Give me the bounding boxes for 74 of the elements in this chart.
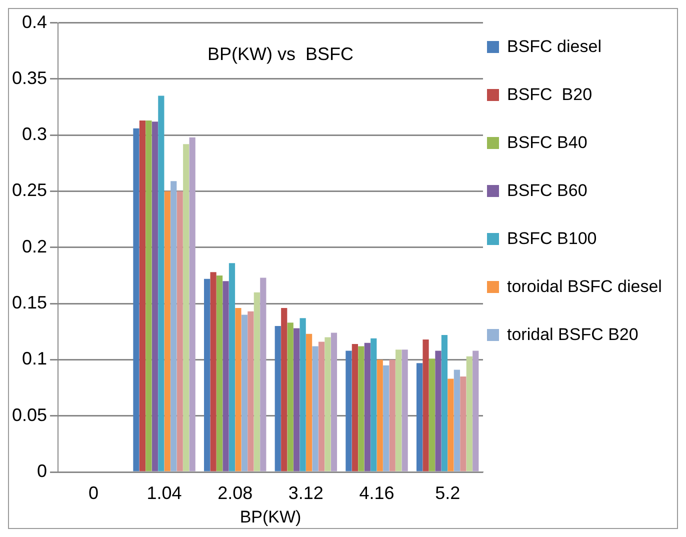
y-tick-label: 0.15 [12,292,48,313]
y-tick-label: 0.1 [22,348,48,369]
bar [204,278,210,472]
bar [396,350,402,472]
bar [402,350,408,472]
y-tick-label: 0.35 [12,68,48,88]
bar [383,365,390,472]
y-tick-label: 0.05 [12,404,48,425]
bar [146,120,152,472]
bar [133,128,140,472]
bar [254,292,260,472]
bar [281,308,288,472]
legend-label: toroidal BSFC diesel [507,276,662,298]
bar [318,342,325,472]
bar [466,356,472,472]
bar [422,339,429,472]
y-tick-label: 0 [37,460,48,481]
bar [376,360,383,472]
bar [364,342,370,472]
bar [158,96,164,472]
bar [260,278,266,472]
bar [241,314,248,472]
bar [235,308,242,472]
bar [330,332,338,472]
legend-label: toridal BSFC B20 [507,324,638,346]
bar [306,334,312,472]
bar [435,350,442,472]
x-tick-label: 3.12 [288,482,324,503]
bar [287,322,294,472]
bar [352,344,358,472]
bar [312,346,318,472]
legend-label: BSFC diesel [507,36,602,58]
x-axis-title: BP(KW) [240,507,302,526]
bar [189,137,196,472]
bar [216,275,223,472]
legend-label: BSFC B100 [507,228,597,250]
x-tick-label: 0 [88,482,98,503]
bar [274,326,281,472]
bar [248,311,254,472]
bar [176,191,183,472]
bar [454,370,460,472]
bar [472,350,479,472]
y-tick-label: 0.4 [22,12,48,32]
y-tick-label: 0.2 [22,236,48,256]
x-tick-label: 5.2 [435,482,460,503]
x-tick-label: 2.08 [218,482,253,503]
bar [346,350,352,472]
bar [324,337,331,472]
x-tick-label: 1.04 [146,482,182,503]
y-tick-label: 0.3 [22,124,48,144]
bar [210,272,216,472]
bar [228,263,236,472]
legend-label: BSFC B60 [507,180,588,202]
bar [416,363,423,472]
bar [164,191,170,472]
bar [441,334,448,472]
x-tick-label: 4.16 [359,482,394,503]
text: BP(KW) vs BSFC [208,44,354,64]
bar [460,376,466,472]
bar [370,338,377,472]
bar [448,378,454,472]
bar [389,360,396,472]
bar [152,122,158,472]
legend-label: BSFC B40 [507,132,588,154]
bar [139,120,146,472]
bar [428,358,436,472]
bar [294,328,300,472]
y-tick-label: 0.25 [12,180,48,200]
legend-label: BSFC B20 [507,84,592,106]
bar [222,281,229,472]
bar [183,144,190,472]
bar [170,181,177,472]
bar [358,346,364,472]
bar [300,318,306,472]
